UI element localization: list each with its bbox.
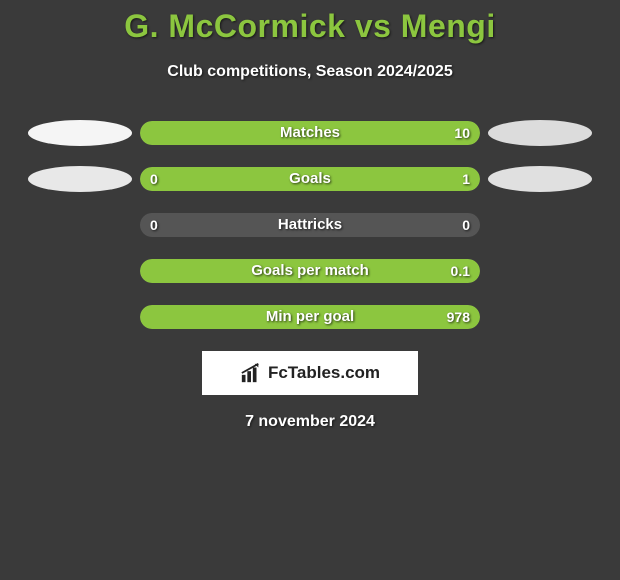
player-badge-left	[28, 120, 132, 146]
bar-track: Goals per match 0.1	[140, 259, 480, 283]
player-badge-left	[28, 166, 132, 192]
value-left: 0	[150, 213, 158, 237]
stat-row: 0 Hattricks 0	[0, 213, 620, 237]
value-right: 0.1	[451, 259, 470, 283]
value-right: 1	[462, 167, 470, 191]
stat-label: Matches	[280, 121, 340, 145]
stat-label: Min per goal	[266, 305, 354, 329]
subtitle: Club competitions, Season 2024/2025	[0, 63, 620, 81]
right-side	[480, 166, 600, 192]
value-right: 10	[454, 121, 470, 145]
value-right: 978	[447, 305, 470, 329]
value-left: 0	[150, 167, 158, 191]
stat-row: Goals per match 0.1	[0, 259, 620, 283]
stat-label: Goals per match	[251, 259, 369, 283]
comparison-widget: G. McCormick vs Mengi Club competitions,…	[0, 0, 620, 431]
page-title: G. McCormick vs Mengi	[0, 8, 620, 45]
stats-area: Matches 10 0 Goals 1	[0, 121, 620, 329]
stat-row: Min per goal 978	[0, 305, 620, 329]
value-right: 0	[462, 213, 470, 237]
brand-box[interactable]: FcTables.com	[202, 351, 418, 395]
bar-track: 0 Goals 1	[140, 167, 480, 191]
bar-track: Matches 10	[140, 121, 480, 145]
stat-row: Matches 10	[0, 121, 620, 145]
bar-track: 0 Hattricks 0	[140, 213, 480, 237]
stat-label: Hattricks	[278, 213, 342, 237]
left-side	[20, 120, 140, 146]
stat-row: 0 Goals 1	[0, 167, 620, 191]
date-text: 7 november 2024	[0, 413, 620, 431]
brand-text: FcTables.com	[268, 363, 380, 383]
bar-track: Min per goal 978	[140, 305, 480, 329]
player-badge-right	[488, 166, 592, 192]
bars-icon	[240, 362, 262, 384]
left-side	[20, 166, 140, 192]
right-side	[480, 120, 600, 146]
player-badge-right	[488, 120, 592, 146]
stat-label: Goals	[289, 167, 331, 191]
